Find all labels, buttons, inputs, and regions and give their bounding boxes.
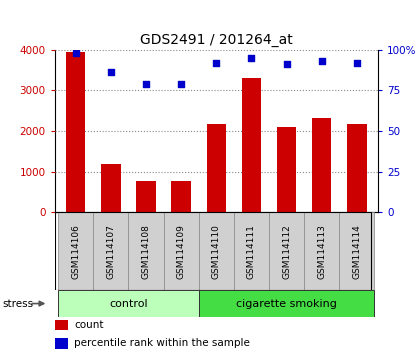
Text: GSM114111: GSM114111 xyxy=(247,224,256,279)
Bar xyxy=(242,78,261,212)
Bar xyxy=(171,181,191,212)
Point xyxy=(213,60,220,65)
Text: cigarette smoking: cigarette smoking xyxy=(236,298,337,309)
FancyBboxPatch shape xyxy=(339,212,375,290)
Title: GDS2491 / 201264_at: GDS2491 / 201264_at xyxy=(140,33,293,47)
FancyBboxPatch shape xyxy=(58,290,199,317)
Point xyxy=(318,58,325,64)
Text: GSM114108: GSM114108 xyxy=(142,224,150,279)
Bar xyxy=(55,320,68,330)
Point xyxy=(143,81,150,87)
Bar xyxy=(55,338,68,349)
Text: count: count xyxy=(74,320,103,330)
Bar xyxy=(101,164,121,212)
Point xyxy=(283,61,290,67)
Point xyxy=(108,69,114,75)
Bar xyxy=(207,124,226,212)
Bar xyxy=(136,181,156,212)
FancyBboxPatch shape xyxy=(163,212,199,290)
Text: GSM114109: GSM114109 xyxy=(177,224,186,279)
Text: GSM114110: GSM114110 xyxy=(212,224,221,279)
Bar xyxy=(347,124,367,212)
Point xyxy=(72,50,79,56)
FancyBboxPatch shape xyxy=(199,290,375,317)
FancyBboxPatch shape xyxy=(304,212,339,290)
Text: GSM114112: GSM114112 xyxy=(282,224,291,279)
FancyBboxPatch shape xyxy=(269,212,304,290)
Text: GSM114114: GSM114114 xyxy=(352,224,361,279)
FancyBboxPatch shape xyxy=(129,212,163,290)
FancyBboxPatch shape xyxy=(93,212,129,290)
Text: GSM114113: GSM114113 xyxy=(317,224,326,279)
Point xyxy=(178,81,184,87)
Text: control: control xyxy=(109,298,148,309)
Text: GSM114106: GSM114106 xyxy=(71,224,80,279)
Text: percentile rank within the sample: percentile rank within the sample xyxy=(74,338,250,348)
Text: GSM114107: GSM114107 xyxy=(106,224,116,279)
FancyBboxPatch shape xyxy=(58,212,93,290)
Text: stress: stress xyxy=(2,298,33,309)
Bar xyxy=(66,52,85,212)
Point xyxy=(354,60,360,65)
FancyBboxPatch shape xyxy=(199,212,234,290)
Bar xyxy=(312,118,331,212)
Bar xyxy=(277,127,296,212)
FancyBboxPatch shape xyxy=(234,212,269,290)
Point xyxy=(248,55,255,61)
